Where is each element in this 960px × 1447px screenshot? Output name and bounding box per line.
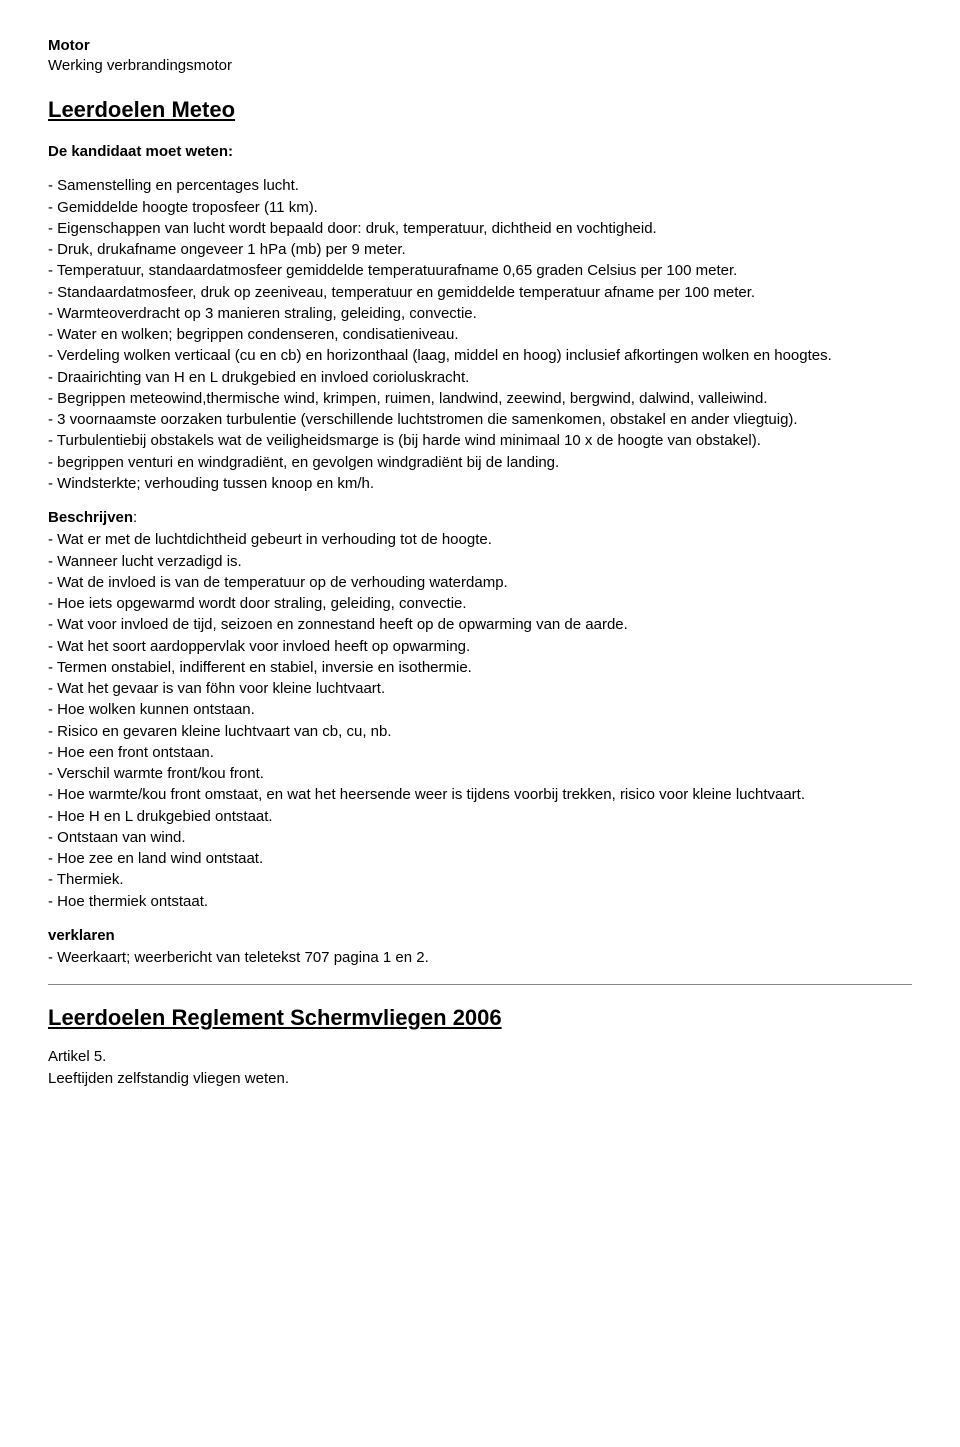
- beschrijven-colon: :: [133, 509, 137, 526]
- beschrijven-label: Beschrijven: [48, 509, 133, 526]
- list-item: - Begrippen meteowind,thermische wind, k…: [48, 389, 912, 409]
- list-item: - begrippen venturi en windgradiënt, en …: [48, 453, 912, 473]
- verklaren-list: - Weerkaart; weerbericht van teletekst 7…: [48, 948, 912, 968]
- list-item: - Eigenschappen van lucht wordt bepaald …: [48, 219, 912, 239]
- list-item: - Draairichting van H en L drukgebied en…: [48, 368, 912, 388]
- motor-title: Motor: [48, 36, 912, 56]
- list-item: - Temperatuur, standaardatmosfeer gemidd…: [48, 261, 912, 281]
- list-item: - Thermiek.: [48, 870, 912, 890]
- list-item: - Verdeling wolken verticaal (cu en cb) …: [48, 346, 912, 366]
- list-item: - Wat er met de luchtdichtheid gebeurt i…: [48, 530, 912, 550]
- list-item: - Hoe een front ontstaan.: [48, 743, 912, 763]
- meteo-heading: Leerdoelen Meteo: [48, 95, 912, 125]
- section-divider: [48, 984, 912, 985]
- list-item: - Turbulentiebij obstakels wat de veilig…: [48, 431, 912, 451]
- list-item: - Wat voor invloed de tijd, seizoen en z…: [48, 615, 912, 635]
- motor-section: Motor Werking verbrandingsmotor: [48, 36, 912, 77]
- list-item: - Ontstaan van wind.: [48, 828, 912, 848]
- motor-subtitle: Werking verbrandingsmotor: [48, 56, 912, 76]
- artikel-text: Leeftijden zelfstandig vliegen weten.: [48, 1069, 912, 1089]
- spacer: [48, 164, 912, 174]
- list-item: - 3 voornaamste oorzaken turbulentie (ve…: [48, 410, 912, 430]
- meteo-intro: De kandidaat moet weten:: [48, 142, 912, 162]
- list-item: - Hoe zee en land wind ontstaat.: [48, 849, 912, 869]
- beschrijven-heading: Beschrijven:: [48, 508, 912, 528]
- list-item: - Verschil warmte front/kou front.: [48, 764, 912, 784]
- list-item: - Wanneer lucht verzadigd is.: [48, 552, 912, 572]
- list-item: - Water en wolken; begrippen condenseren…: [48, 325, 912, 345]
- list-item: - Wat de invloed is van de temperatuur o…: [48, 573, 912, 593]
- list-item: - Weerkaart; weerbericht van teletekst 7…: [48, 948, 912, 968]
- beschrijven-list: - Wat er met de luchtdichtheid gebeurt i…: [48, 530, 912, 912]
- list-item: - Samenstelling en percentages lucht.: [48, 176, 912, 196]
- list-item: - Windsterkte; verhouding tussen knoop e…: [48, 474, 912, 494]
- list-item: - Druk, drukafname ongeveer 1 hPa (mb) p…: [48, 240, 912, 260]
- list-item: - Standaardatmosfeer, druk op zeeniveau,…: [48, 283, 912, 303]
- list-item: - Warmteoverdracht op 3 manieren stralin…: [48, 304, 912, 324]
- list-item: - Hoe thermiek ontstaat.: [48, 892, 912, 912]
- list-item: - Hoe H en L drukgebied ontstaat.: [48, 807, 912, 827]
- list-item: - Wat het soort aardoppervlak voor invlo…: [48, 637, 912, 657]
- list-item: - Hoe warmte/kou front omstaat, en wat h…: [48, 785, 912, 805]
- list-item: - Hoe iets opgewarmd wordt door straling…: [48, 594, 912, 614]
- verklaren-label: verklaren: [48, 926, 912, 946]
- list-item: - Hoe wolken kunnen ontstaan.: [48, 700, 912, 720]
- weten-list: - Samenstelling en percentages lucht. - …: [48, 176, 912, 494]
- list-item: - Termen onstabiel, indifferent en stabi…: [48, 658, 912, 678]
- list-item: - Gemiddelde hoogte troposfeer (11 km).: [48, 198, 912, 218]
- artikel-label: Artikel 5.: [48, 1047, 912, 1067]
- list-item: - Wat het gevaar is van föhn voor kleine…: [48, 679, 912, 699]
- list-item: - Risico en gevaren kleine luchtvaart va…: [48, 722, 912, 742]
- reglement-heading: Leerdoelen Reglement Schermvliegen 2006: [48, 1003, 912, 1033]
